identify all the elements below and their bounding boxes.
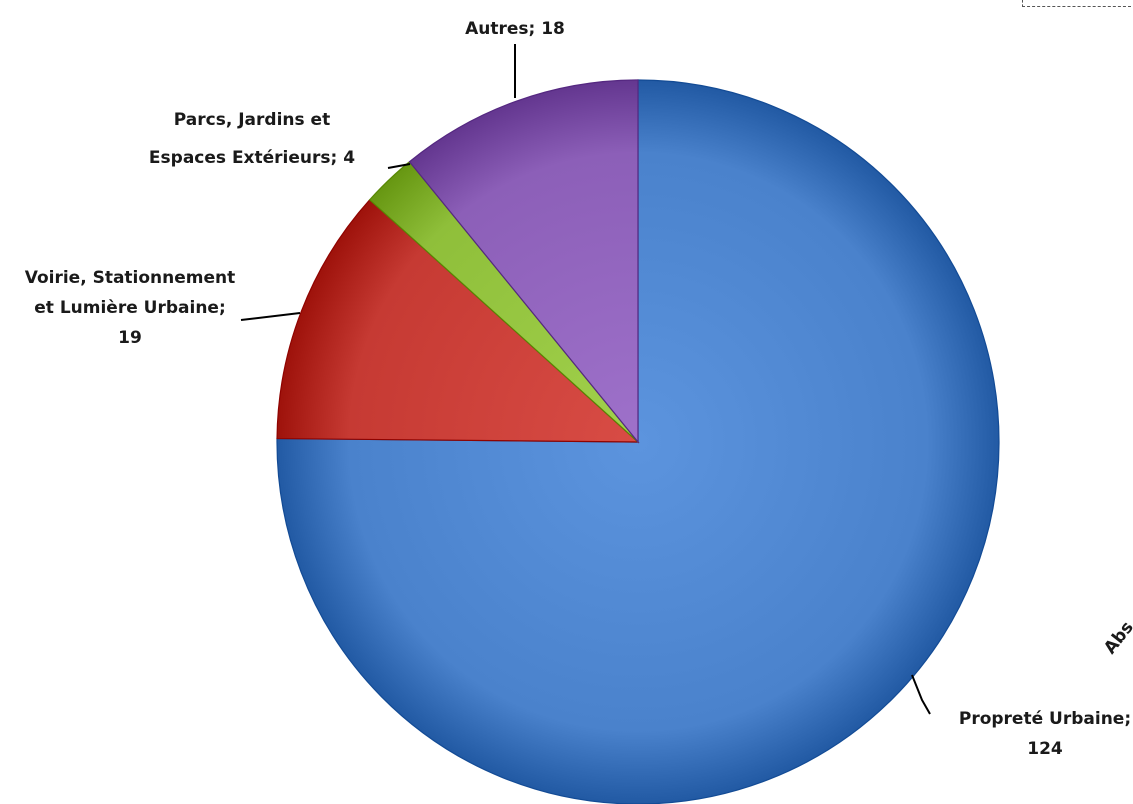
data-label-3: Autres; 18: [465, 19, 565, 39]
data-label-0: Propreté Urbaine; 124: [959, 709, 1131, 759]
leader-line-1: [240, 312, 301, 321]
pie-slice-3: [408, 79, 639, 444]
chart-frame-corner: [1022, 0, 1131, 7]
leader-line-0: [911, 674, 931, 715]
data-label-2: Parcs, Jardins et Espaces Extérieurs; 4: [149, 110, 355, 168]
data-label-1: Voirie, Stationnement et Lumière Urbaine;…: [25, 268, 236, 348]
truncated-axis-text: Abs: [1100, 618, 1133, 658]
pie-slice-1: [276, 198, 640, 443]
leader-line-2: [387, 163, 411, 169]
